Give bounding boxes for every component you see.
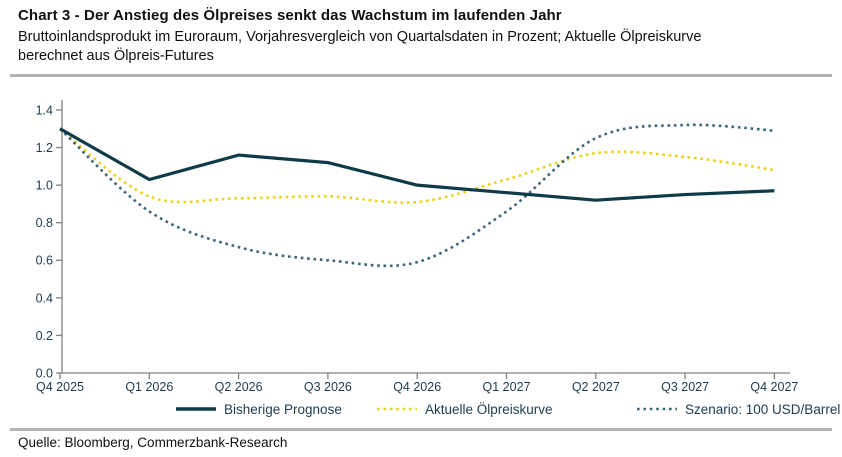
- x-tick-label: Q4 2027: [750, 380, 798, 394]
- legend-item-2: Szenario: 100 USD/Barrel: [636, 399, 840, 419]
- source-note: Quelle: Bloomberg, Commerzbank-Research: [18, 435, 288, 450]
- legend-swatch: [377, 407, 417, 411]
- x-tick-label: Q2 2026: [215, 380, 263, 394]
- legend-item-1: Aktuelle Ölpreiskurve: [376, 399, 553, 419]
- divider-bottom: [10, 428, 832, 431]
- chart-title: Chart 3 - Der Anstieg des Ölpreises senk…: [18, 7, 562, 24]
- legend-item-0: Bisherige Prognose: [175, 399, 342, 419]
- y-tick-label: 0.4: [36, 291, 53, 305]
- legend-label: Bisherige Prognose: [224, 401, 342, 417]
- series-line-1: [59, 127, 775, 204]
- legend-label: Aktuelle Ölpreiskurve: [425, 401, 553, 417]
- legend: Bisherige Prognose Aktuelle Ölpreiskurve S…: [0, 399, 842, 419]
- x-tick-label: Q2 2027: [572, 380, 620, 394]
- y-tick-label: 1.2: [36, 141, 53, 155]
- y-tick-label: 0.2: [36, 329, 53, 343]
- x-tick-label: Q4 2025: [36, 380, 84, 394]
- chart-subtitle: Bruttoinlandsprodukt im Euroraum, Vorjah…: [18, 29, 702, 65]
- x-tick-label: Q1 2027: [483, 380, 531, 394]
- y-tick-label: 0.8: [36, 216, 53, 230]
- x-tick-label: Q3 2026: [304, 380, 352, 394]
- legend-swatch: [637, 407, 677, 411]
- divider-top: [10, 74, 832, 77]
- x-tick-label: Q3 2027: [661, 380, 709, 394]
- y-tick-label: 0.6: [36, 254, 53, 268]
- x-tick-label: Q1 2026: [125, 380, 173, 394]
- x-tick-label: Q4 2026: [393, 380, 441, 394]
- legend-swatch: [176, 407, 216, 411]
- legend-label: Szenario: 100 USD/Barrel: [685, 401, 841, 417]
- series-line-0: [59, 127, 775, 202]
- series-line-2: [59, 123, 775, 268]
- y-tick-label: 1.4: [36, 103, 53, 117]
- y-tick-label: 1.0: [36, 179, 53, 193]
- y-tick-label: 0.0: [36, 366, 53, 380]
